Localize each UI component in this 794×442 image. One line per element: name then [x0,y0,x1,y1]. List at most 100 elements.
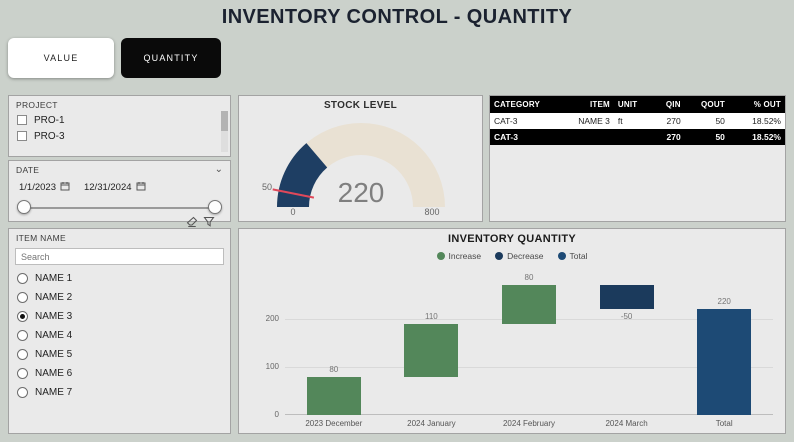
table-row[interactable]: CAT-3 NAME 3 ft 270 50 18.52% [490,113,785,129]
value-button-label: VALUE [43,53,79,63]
project-slicer: PROJECT PRO-1 PRO-3 [8,95,231,157]
y-axis-tick-label: 200 [265,314,279,323]
table-header-cell: UNIT [613,96,647,113]
date-slicer: DATE ⌄ 1/1/2023 12/31/2024 [8,160,231,222]
clear-selections-icon[interactable] [186,216,198,228]
slider-handle-end[interactable] [208,200,222,214]
gauge-wrap: 220 0 800 50 [239,111,482,217]
gauge-track [276,123,445,207]
checkbox-icon[interactable] [17,131,27,141]
legend-dot [557,252,566,260]
item-option-label: NAME 3 [35,311,73,322]
date-range-row: 1/1/2023 12/31/2024 [9,177,230,194]
table-total-cell: 270 [646,129,685,145]
project-scrollbar-thumb[interactable] [221,111,228,131]
waterfall-bar [599,285,654,310]
item-option[interactable]: NAME 5 [9,345,230,364]
radio-icon[interactable] [17,311,28,322]
table-header-cell: QOUT [684,96,729,113]
bar-value-label: 80 [524,273,534,283]
waterfall-plot: 0 100 200 80 110 80 -50 220 2023 December 2024 Ja… [266,271,773,428]
waterfall-bar [502,285,556,324]
x-axis-category-label: Total [715,419,733,428]
item-option-label: NAME 5 [35,349,73,360]
filter-icon[interactable] [203,216,215,228]
radio-icon[interactable] [17,368,28,379]
item-option-label: NAME 7 [35,387,73,398]
date-slicer-label: DATE [16,165,40,175]
stock-level-gauge: 220 0 800 50 [261,123,445,217]
chart-legend: Increase Decrease Total [239,251,785,261]
item-option-label: NAME 4 [35,330,73,341]
legend-dot [436,252,445,260]
item-option[interactable]: NAME 3 [9,307,230,326]
item-search-box[interactable] [15,248,224,265]
legend-item-total[interactable]: Total [557,251,588,261]
value-button[interactable]: VALUE [8,38,114,78]
legend-label: Decrease [507,251,544,261]
slider-track[interactable] [24,207,215,209]
item-slicer-header [186,216,215,228]
table-total-row: CAT-3 270 50 18.52% [490,129,785,145]
start-date-input[interactable]: 1/1/2023 [19,181,70,194]
project-slicer-label: PROJECT [16,100,58,110]
checkbox-icon[interactable] [17,115,27,125]
project-option-label: PRO-3 [34,130,65,142]
page-title: INVENTORY CONTROL - QUANTITY [221,6,573,28]
legend-item-increase[interactable]: Increase [436,251,481,261]
waterfall-bar [697,309,752,415]
end-date-input[interactable]: 12/31/2024 [84,181,146,194]
gauge-max-label: 800 [424,207,439,217]
legend-item-decrease[interactable]: Decrease [495,251,544,261]
table-cell: 50 [684,113,729,129]
radio-icon[interactable] [17,330,28,341]
x-axis-category-label: 2024 March [605,419,648,428]
quantity-button-label: QUANTITY [143,53,199,63]
table-cell: NAME 3 [557,113,614,129]
inventory-quantity-card: INVENTORY QUANTITY Increase Decrease Total… [238,228,786,434]
item-option[interactable]: NAME 6 [9,364,230,383]
table-total-cell [557,129,614,145]
legend-label: Total [569,251,588,261]
radio-icon[interactable] [17,292,28,303]
bar-value-label: 80 [329,364,339,374]
table-header-cell: ITEM [557,96,614,113]
table-header-cell: QIN [646,96,685,113]
x-axis-category-label: 2024 February [502,419,555,428]
calendar-icon[interactable] [136,181,146,194]
item-option[interactable]: NAME 2 [9,288,230,307]
bar-value-label: 110 [425,311,438,321]
date-range-slider[interactable] [17,199,222,217]
calendar-icon[interactable] [60,181,70,194]
table-total-cell [613,129,647,145]
legend-dot [495,252,504,260]
chevron-down-icon[interactable]: ⌄ [214,164,223,175]
table-cell: CAT-3 [490,113,558,129]
quantity-button[interactable]: QUANTITY [121,38,221,78]
table-cell: ft [613,113,647,129]
project-scrollbar[interactable] [221,111,228,152]
item-name-slicer: ITEM NAME NAME 1 NAME 2 NAME 3 NAME 4 NAME 5… [8,228,231,434]
item-search-input[interactable] [16,251,223,262]
project-option[interactable]: PRO-1 [9,112,230,128]
x-axis-category-label: 2023 December [305,419,363,428]
gauge-target-label: 50 [261,182,271,192]
item-option[interactable]: NAME 4 [9,326,230,345]
project-option[interactable]: PRO-3 [9,128,230,144]
radio-icon[interactable] [17,273,28,284]
x-axis-category-label: 2024 January [407,419,456,428]
y-axis-tick-label: 0 [274,410,279,419]
slider-handle-start[interactable] [17,200,31,214]
item-option[interactable]: NAME 7 [9,383,230,402]
gridline [285,367,773,368]
table-cell: 270 [646,113,685,129]
table-cell: 18.52% [728,113,785,129]
gauge-fill [276,143,327,207]
waterfall-bar [404,323,459,377]
radio-icon[interactable] [17,349,28,360]
chart-title: INVENTORY QUANTITY [447,233,577,245]
item-option[interactable]: NAME 1 [9,269,230,288]
radio-icon[interactable] [17,387,28,398]
